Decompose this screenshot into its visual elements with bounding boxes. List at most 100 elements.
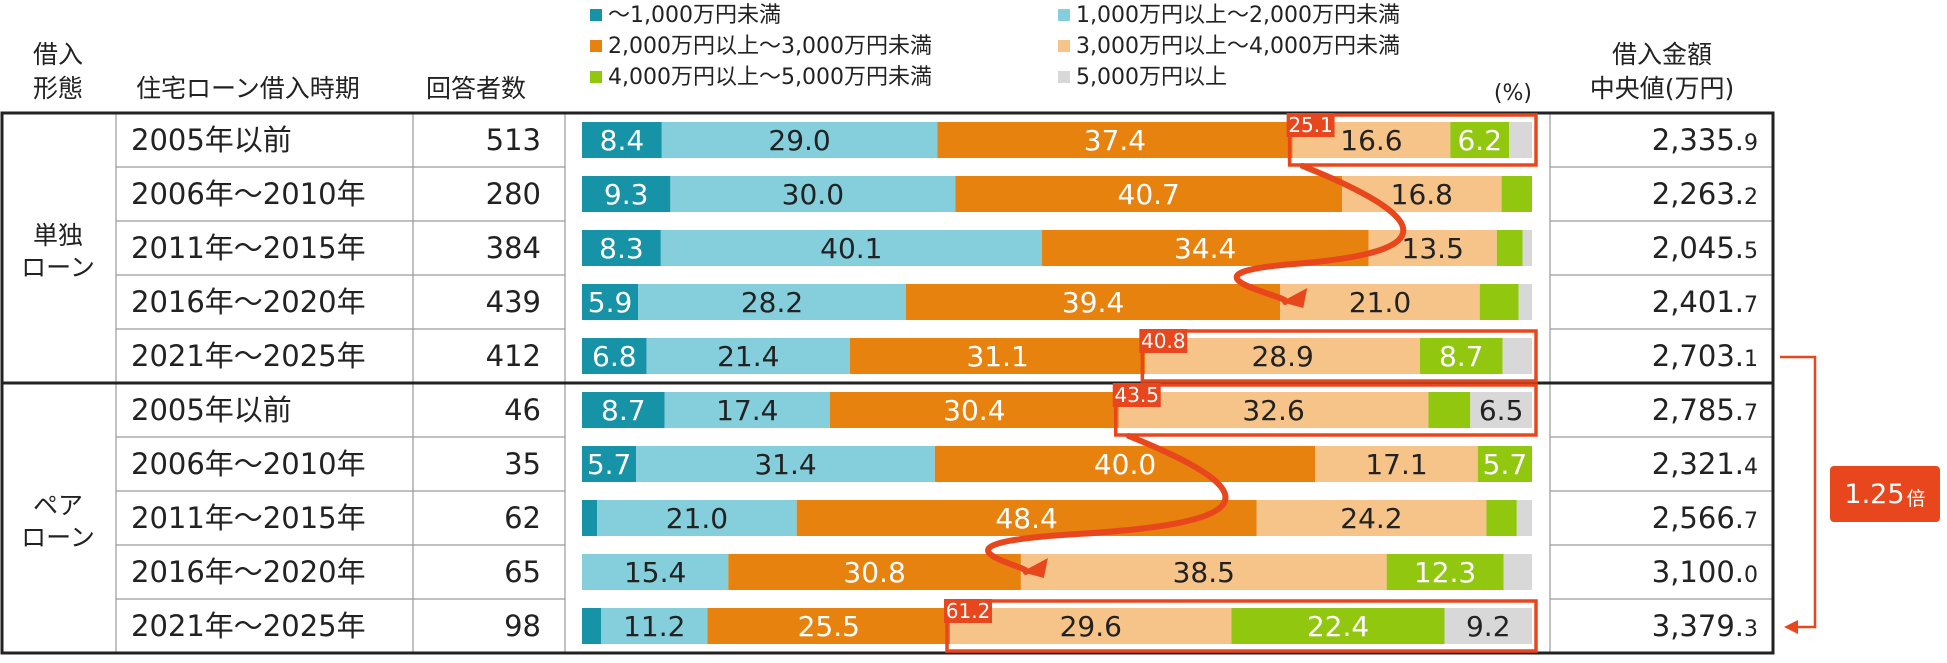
trend-arrow <box>1233 163 1407 305</box>
bar-segment <box>582 554 729 590</box>
bar-value-label: 21.0 <box>666 502 728 535</box>
bar-value-label: 8.7 <box>1439 340 1484 373</box>
bar-segment <box>582 500 598 536</box>
legend-swatch <box>1058 9 1070 21</box>
respondent-count: 439 <box>486 285 541 319</box>
bar-segment <box>849 338 1146 374</box>
bar-segment <box>1470 392 1532 428</box>
respondent-count: 65 <box>504 555 541 589</box>
highlight-value: 25.1 <box>1288 113 1333 137</box>
bar-segment <box>582 284 639 320</box>
bar-segment <box>1280 284 1480 320</box>
bar-value-label: 6.8 <box>592 340 637 373</box>
ratio-value: 1.25 <box>1844 478 1905 510</box>
bar-segment <box>1486 500 1517 536</box>
ratio-callout: 1.25 倍 <box>1830 466 1940 522</box>
legend-label: 3,000万円以上～4,000万円未満 <box>1076 34 1400 59</box>
bar-value-label: 31.1 <box>966 340 1028 373</box>
highlight-value: 61.2 <box>946 599 991 623</box>
period-label: 2005年以前 <box>131 393 292 427</box>
respondent-count: 384 <box>486 231 541 265</box>
legend-swatch <box>1058 71 1070 83</box>
bar-segment <box>661 122 938 158</box>
legend-label: 4,000万円以上～5,000万円未満 <box>608 65 932 90</box>
legend-swatch <box>590 71 602 83</box>
median-value: 2,785.7 <box>1652 393 1758 427</box>
period-label: 2016年～2020年 <box>131 285 366 319</box>
bar-value-label: 24.2 <box>1340 502 1402 535</box>
bar-segment <box>1444 608 1532 644</box>
highlight-value: 40.8 <box>1141 329 1186 353</box>
bar-value-label: 28.2 <box>741 286 803 319</box>
period-label: 2021年～2025年 <box>131 339 366 373</box>
bar-segment <box>1501 176 1532 212</box>
bar-segment <box>1477 446 1532 482</box>
header-type-line1: 借入 <box>33 40 83 69</box>
bar-segment <box>1386 554 1504 590</box>
bar-value-label: 15.4 <box>624 556 686 589</box>
group-label-line2: ローン <box>21 523 95 552</box>
bar-segment <box>934 446 1316 482</box>
bar-value-label: 31.4 <box>754 448 816 481</box>
bar-segment <box>1145 338 1420 374</box>
bar-segment <box>1503 554 1532 590</box>
bar-value-label: 34.4 <box>1174 232 1236 265</box>
bar-value-label: 5.7 <box>1483 448 1528 481</box>
median-value: 2,045.5 <box>1652 231 1758 265</box>
highlight-badge <box>944 599 993 623</box>
bar-segment <box>646 338 850 374</box>
period-label: 2021年～2025年 <box>131 609 366 643</box>
respondent-count: 412 <box>486 339 541 373</box>
bar-segment <box>1502 338 1532 374</box>
period-label: 2006年～2010年 <box>131 177 366 211</box>
bar-segment <box>597 500 797 536</box>
bar-value-label: 22.4 <box>1307 610 1369 643</box>
bar-segment <box>1450 122 1510 158</box>
bar-value-label: 17.1 <box>1365 448 1427 481</box>
legend-swatch <box>1058 40 1070 52</box>
bar-value-label: 32.6 <box>1242 394 1304 427</box>
highlight-box <box>945 599 1538 653</box>
highlight-box <box>1114 383 1538 437</box>
bar-value-label: 30.8 <box>843 556 905 589</box>
bar-value-label: 17.4 <box>716 394 778 427</box>
bar-segment <box>1509 122 1532 158</box>
bar-value-label: 6.2 <box>1457 124 1502 157</box>
ratio-bracket-head <box>1784 620 1798 634</box>
bar-value-label: 6.5 <box>1479 394 1524 427</box>
period-label: 2011年～2015年 <box>131 501 366 535</box>
bar-value-label: 48.4 <box>995 502 1057 535</box>
bar-value-label: 13.5 <box>1402 232 1464 265</box>
bar-segment <box>582 176 671 212</box>
bar-segment <box>937 122 1293 158</box>
bar-segment <box>1118 392 1429 428</box>
period-label: 2011年～2015年 <box>131 231 366 265</box>
highlight-box <box>1287 113 1538 167</box>
median-value: 3,379.3 <box>1652 609 1758 643</box>
bar-value-label: 9.2 <box>1466 610 1511 643</box>
bar-value-label: 21.4 <box>717 340 779 373</box>
bar-segment <box>1496 230 1523 266</box>
bar-segment <box>955 176 1342 212</box>
bar-segment <box>1518 284 1532 320</box>
bar-segment <box>1231 608 1445 644</box>
period-label: 2006年～2010年 <box>131 447 366 481</box>
group-label-line1: 単独 <box>33 221 83 250</box>
bar-segment <box>664 392 830 428</box>
ratio-bracket <box>1780 355 1817 629</box>
bar-segment <box>1428 392 1471 428</box>
median-value: 2,335.9 <box>1652 123 1758 157</box>
bar-segment <box>582 122 662 158</box>
bar-segment <box>905 284 1281 320</box>
legend-label: 1,000万円以上～2,000万円未満 <box>1076 3 1400 28</box>
legend-label: ～1,000万円未満 <box>608 3 781 28</box>
bar-value-label: 25.5 <box>798 610 860 643</box>
bar-value-label: 5.9 <box>588 286 633 319</box>
bar-segment <box>707 608 951 644</box>
respondent-count: 35 <box>504 447 541 481</box>
bar-value-label: 30.0 <box>782 178 844 211</box>
bar-segment <box>582 446 637 482</box>
highlight-badge <box>1286 113 1335 137</box>
bar-segment <box>1419 338 1503 374</box>
header-amount-line1: 借入金額 <box>1612 40 1712 69</box>
